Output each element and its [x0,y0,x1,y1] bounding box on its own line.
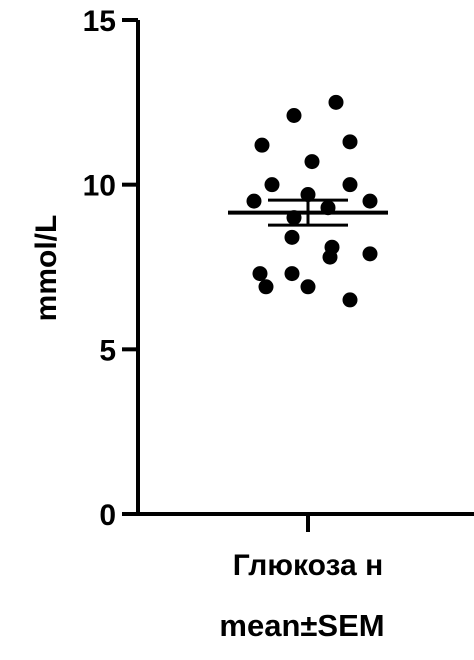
data-point [328,94,344,110]
y-tick-label: 5 [99,334,116,367]
data-point [342,134,358,150]
y-tick-label: 0 [99,499,116,532]
chart-caption: mean±SEM [219,608,385,643]
data-point [246,193,262,209]
data-point [252,266,268,282]
data-point [258,279,274,295]
data-point [322,249,338,265]
data-points [246,94,378,308]
data-point [264,177,280,193]
data-point [342,177,358,193]
data-point [254,137,270,153]
data-point [300,187,316,203]
data-point [362,193,378,209]
data-point [286,108,302,124]
data-point [284,229,300,245]
y-axis: 0 5 10 15 [83,5,140,532]
data-point [284,266,300,282]
x-axis [136,512,474,532]
data-point [304,154,320,170]
data-point [342,292,358,308]
data-point [300,279,316,295]
mean-sem-bars [228,198,388,227]
y-axis-title: mmol/L [30,215,63,322]
data-point [362,246,378,262]
x-category-label: Глюкоза н [233,549,383,582]
y-tick-label: 15 [83,5,116,38]
y-tick-label: 10 [83,170,116,203]
